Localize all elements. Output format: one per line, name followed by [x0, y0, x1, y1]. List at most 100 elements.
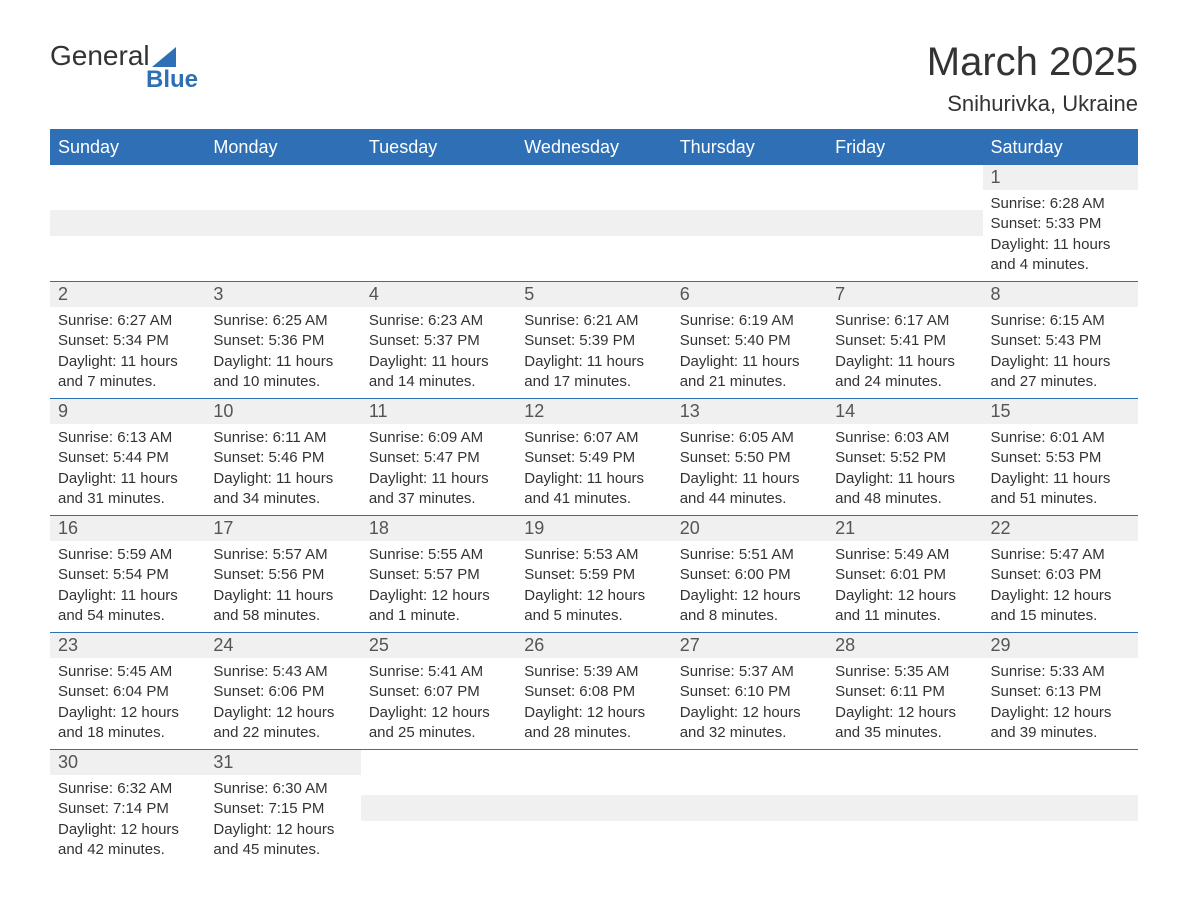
day-daylight2: and 24 minutes.	[835, 372, 974, 392]
day-number: 27	[672, 633, 827, 658]
day-content: Sunrise: 6:30 AMSunset: 7:15 PMDaylight:…	[205, 775, 360, 866]
calendar-table: Sunday Monday Tuesday Wednesday Thursday…	[50, 129, 1138, 866]
day-daylight1: Daylight: 12 hours	[680, 703, 819, 723]
empty-day-cell	[361, 750, 516, 867]
day-daylight1: Daylight: 11 hours	[58, 586, 197, 606]
day-daylight1: Daylight: 12 hours	[524, 703, 663, 723]
day-daylight1: Daylight: 11 hours	[524, 469, 663, 489]
day-sunset: Sunset: 5:50 PM	[680, 448, 819, 468]
empty-day-cell	[672, 750, 827, 867]
day-daylight1: Daylight: 11 hours	[369, 352, 508, 372]
day-daylight1: Daylight: 11 hours	[369, 469, 508, 489]
day-content: Sunrise: 5:55 AMSunset: 5:57 PMDaylight:…	[361, 541, 516, 632]
empty-day-num	[672, 210, 827, 236]
day-daylight2: and 21 minutes.	[680, 372, 819, 392]
day-daylight1: Daylight: 11 hours	[991, 469, 1130, 489]
day-sunrise: Sunrise: 6:23 AM	[369, 311, 508, 331]
day-cell: 20Sunrise: 5:51 AMSunset: 6:00 PMDayligh…	[672, 516, 827, 633]
title-block: March 2025 Snihurivka, Ukraine	[927, 40, 1138, 117]
day-content: Sunrise: 6:21 AMSunset: 5:39 PMDaylight:…	[516, 307, 671, 398]
day-daylight1: Daylight: 12 hours	[991, 703, 1130, 723]
day-number: 4	[361, 282, 516, 307]
day-sunset: Sunset: 5:52 PM	[835, 448, 974, 468]
day-sunset: Sunset: 5:33 PM	[991, 214, 1130, 234]
day-number: 10	[205, 399, 360, 424]
day-sunrise: Sunrise: 6:13 AM	[58, 428, 197, 448]
empty-day-num	[50, 210, 205, 236]
day-number: 14	[827, 399, 982, 424]
day-sunrise: Sunrise: 6:21 AM	[524, 311, 663, 331]
day-daylight2: and 15 minutes.	[991, 606, 1130, 626]
empty-day-num	[205, 210, 360, 236]
day-cell: 15Sunrise: 6:01 AMSunset: 5:53 PMDayligh…	[983, 399, 1138, 516]
day-cell: 26Sunrise: 5:39 AMSunset: 6:08 PMDayligh…	[516, 633, 671, 750]
day-sunset: Sunset: 6:04 PM	[58, 682, 197, 702]
day-cell: 11Sunrise: 6:09 AMSunset: 5:47 PMDayligh…	[361, 399, 516, 516]
day-daylight2: and 18 minutes.	[58, 723, 197, 743]
day-cell: 2Sunrise: 6:27 AMSunset: 5:34 PMDaylight…	[50, 282, 205, 399]
day-daylight1: Daylight: 12 hours	[680, 586, 819, 606]
day-cell: 13Sunrise: 6:05 AMSunset: 5:50 PMDayligh…	[672, 399, 827, 516]
day-sunset: Sunset: 5:59 PM	[524, 565, 663, 585]
logo-main: General	[50, 40, 150, 72]
day-sunset: Sunset: 5:36 PM	[213, 331, 352, 351]
day-number: 19	[516, 516, 671, 541]
day-sunrise: Sunrise: 6:19 AM	[680, 311, 819, 331]
day-content: Sunrise: 5:53 AMSunset: 5:59 PMDaylight:…	[516, 541, 671, 632]
day-daylight2: and 27 minutes.	[991, 372, 1130, 392]
day-content: Sunrise: 5:39 AMSunset: 6:08 PMDaylight:…	[516, 658, 671, 749]
day-sunset: Sunset: 6:11 PM	[835, 682, 974, 702]
weekday-header: Saturday	[983, 130, 1138, 165]
day-number: 28	[827, 633, 982, 658]
day-content: Sunrise: 5:59 AMSunset: 5:54 PMDaylight:…	[50, 541, 205, 632]
day-content: Sunrise: 6:23 AMSunset: 5:37 PMDaylight:…	[361, 307, 516, 398]
day-daylight2: and 44 minutes.	[680, 489, 819, 509]
calendar-body: 1Sunrise: 6:28 AMSunset: 5:33 PMDaylight…	[50, 165, 1138, 867]
day-daylight1: Daylight: 11 hours	[991, 352, 1130, 372]
day-sunset: Sunset: 5:56 PM	[213, 565, 352, 585]
day-sunset: Sunset: 5:44 PM	[58, 448, 197, 468]
day-sunset: Sunset: 6:07 PM	[369, 682, 508, 702]
day-daylight1: Daylight: 12 hours	[369, 586, 508, 606]
day-sunset: Sunset: 5:47 PM	[369, 448, 508, 468]
day-sunset: Sunset: 6:10 PM	[680, 682, 819, 702]
day-cell: 28Sunrise: 5:35 AMSunset: 6:11 PMDayligh…	[827, 633, 982, 750]
day-daylight1: Daylight: 11 hours	[835, 469, 974, 489]
day-sunrise: Sunrise: 6:09 AM	[369, 428, 508, 448]
day-daylight1: Daylight: 12 hours	[991, 586, 1130, 606]
day-daylight1: Daylight: 11 hours	[835, 352, 974, 372]
empty-day-num	[983, 795, 1138, 821]
day-content: Sunrise: 5:41 AMSunset: 6:07 PMDaylight:…	[361, 658, 516, 749]
empty-day-num	[827, 795, 982, 821]
day-daylight1: Daylight: 12 hours	[369, 703, 508, 723]
day-sunrise: Sunrise: 5:45 AM	[58, 662, 197, 682]
empty-day-cell	[50, 165, 205, 282]
day-cell: 18Sunrise: 5:55 AMSunset: 5:57 PMDayligh…	[361, 516, 516, 633]
day-number: 5	[516, 282, 671, 307]
day-daylight1: Daylight: 11 hours	[213, 469, 352, 489]
day-daylight2: and 14 minutes.	[369, 372, 508, 392]
day-cell: 30Sunrise: 6:32 AMSunset: 7:14 PMDayligh…	[50, 750, 205, 867]
logo: General Blue	[50, 40, 198, 94]
day-content: Sunrise: 6:15 AMSunset: 5:43 PMDaylight:…	[983, 307, 1138, 398]
day-sunrise: Sunrise: 6:25 AM	[213, 311, 352, 331]
day-daylight1: Daylight: 11 hours	[213, 352, 352, 372]
weekday-header: Wednesday	[516, 130, 671, 165]
empty-day-cell	[827, 165, 982, 282]
day-sunrise: Sunrise: 6:11 AM	[213, 428, 352, 448]
day-daylight2: and 32 minutes.	[680, 723, 819, 743]
day-cell: 6Sunrise: 6:19 AMSunset: 5:40 PMDaylight…	[672, 282, 827, 399]
day-sunset: Sunset: 6:00 PM	[680, 565, 819, 585]
day-cell: 17Sunrise: 5:57 AMSunset: 5:56 PMDayligh…	[205, 516, 360, 633]
day-cell: 4Sunrise: 6:23 AMSunset: 5:37 PMDaylight…	[361, 282, 516, 399]
day-content: Sunrise: 5:49 AMSunset: 6:01 PMDaylight:…	[827, 541, 982, 632]
day-sunrise: Sunrise: 6:30 AM	[213, 779, 352, 799]
day-sunset: Sunset: 5:40 PM	[680, 331, 819, 351]
day-sunset: Sunset: 6:13 PM	[991, 682, 1130, 702]
day-cell: 8Sunrise: 6:15 AMSunset: 5:43 PMDaylight…	[983, 282, 1138, 399]
logo-sub: Blue	[146, 66, 198, 94]
day-sunrise: Sunrise: 6:03 AM	[835, 428, 974, 448]
day-sunset: Sunset: 5:53 PM	[991, 448, 1130, 468]
day-daylight1: Daylight: 11 hours	[680, 469, 819, 489]
weekday-header: Sunday	[50, 130, 205, 165]
